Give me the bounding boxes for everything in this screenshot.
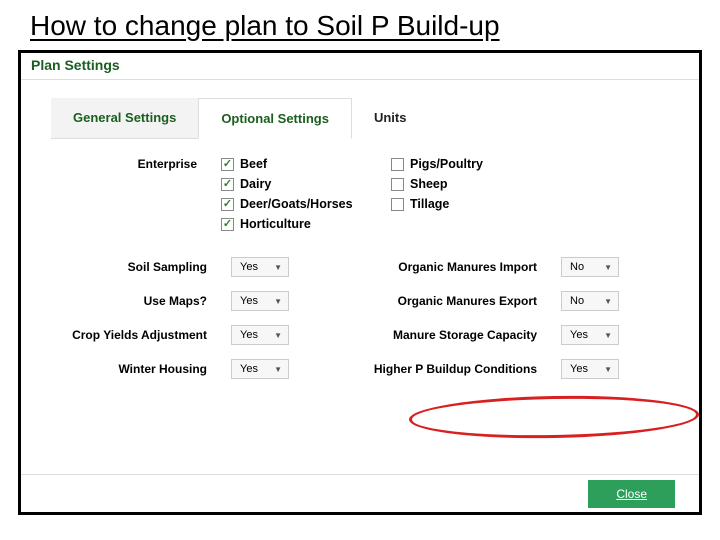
checkbox-label: Beef [240, 155, 267, 173]
slide-title: How to change plan to Soil P Build-up [0, 0, 720, 50]
setting-select[interactable]: Yes ▼ [231, 291, 289, 311]
setting-select[interactable]: No ▼ [561, 291, 619, 311]
select-value: Yes [570, 329, 588, 341]
enterprise-option[interactable]: ✓ Horticulture [221, 215, 391, 233]
enterprise-col-2: Pigs/Poultry Sheep Tillage [391, 155, 561, 213]
enterprise-option[interactable]: ✓ Dairy [221, 175, 391, 193]
chevron-down-icon: ▼ [274, 331, 282, 340]
checkbox-label: Dairy [240, 175, 271, 193]
tabs: General Settings Optional Settings Units [21, 80, 699, 139]
enterprise-option[interactable]: Tillage [391, 195, 561, 213]
chevron-down-icon: ▼ [604, 331, 612, 340]
setting-label: Manure Storage Capacity [321, 328, 551, 342]
setting-select[interactable]: Yes ▼ [231, 325, 289, 345]
close-button[interactable]: Close [588, 480, 675, 508]
settings-grid: Soil Sampling Yes ▼ Organic Manures Import N… [41, 247, 679, 379]
enterprise-section: Enterprise ✓ Beef ✓ Dairy ✓ Deer/Goats/Horses… [41, 155, 679, 247]
setting-select[interactable]: Yes ▼ [231, 257, 289, 277]
checkbox-icon[interactable]: ✓ [221, 218, 234, 231]
select-value: Yes [570, 363, 588, 375]
modal-title: Plan Settings [21, 53, 699, 80]
setting-select[interactable]: Yes ▼ [561, 325, 619, 345]
tab-units[interactable]: Units [352, 98, 429, 139]
enterprise-option[interactable]: ✓ Beef [221, 155, 391, 173]
setting-label: Winter Housing [41, 362, 221, 376]
select-value: Yes [240, 329, 258, 341]
tab-optional[interactable]: Optional Settings [198, 98, 352, 139]
enterprise-label: Enterprise [41, 155, 221, 171]
plan-settings-modal: Plan Settings General Settings Optional … [18, 50, 702, 515]
select-value: No [570, 295, 584, 307]
setting-label: Organic Manures Import [321, 260, 551, 274]
setting-label: Use Maps? [41, 294, 221, 308]
select-value: Yes [240, 261, 258, 273]
setting-select[interactable]: Yes ▼ [231, 359, 289, 379]
tab-general[interactable]: General Settings [51, 98, 198, 139]
enterprise-option[interactable]: Pigs/Poultry [391, 155, 561, 173]
chevron-down-icon: ▼ [274, 297, 282, 306]
setting-label: Organic Manures Export [321, 294, 551, 308]
select-value: No [570, 261, 584, 273]
select-value: Yes [240, 363, 258, 375]
tab-content: Enterprise ✓ Beef ✓ Dairy ✓ Deer/Goats/Horses… [21, 139, 699, 379]
setting-label: Higher P Buildup Conditions [321, 362, 551, 376]
modal-footer: Close [21, 474, 699, 512]
checkbox-icon[interactable] [391, 158, 404, 171]
chevron-down-icon: ▼ [274, 263, 282, 272]
enterprise-col-1: ✓ Beef ✓ Dairy ✓ Deer/Goats/Horses ✓ Horticultu… [221, 155, 391, 233]
checkbox-icon[interactable]: ✓ [221, 158, 234, 171]
checkbox-label: Tillage [410, 195, 449, 213]
chevron-down-icon: ▼ [604, 263, 612, 272]
checkbox-icon[interactable]: ✓ [221, 178, 234, 191]
checkbox-icon[interactable] [391, 198, 404, 211]
checkbox-icon[interactable] [391, 178, 404, 191]
chevron-down-icon: ▼ [604, 365, 612, 374]
checkbox-icon[interactable]: ✓ [221, 198, 234, 211]
setting-select[interactable]: No ▼ [561, 257, 619, 277]
checkbox-label: Horticulture [240, 215, 311, 233]
enterprise-option[interactable]: Sheep [391, 175, 561, 193]
checkbox-label: Sheep [410, 175, 448, 193]
checkbox-label: Deer/Goats/Horses [240, 195, 353, 213]
enterprise-option[interactable]: ✓ Deer/Goats/Horses [221, 195, 391, 213]
highlight-ellipse [409, 393, 700, 440]
chevron-down-icon: ▼ [604, 297, 612, 306]
setting-select[interactable]: Yes ▼ [561, 359, 619, 379]
setting-label: Crop Yields Adjustment [41, 328, 221, 342]
checkbox-label: Pigs/Poultry [410, 155, 483, 173]
setting-label: Soil Sampling [41, 260, 221, 274]
select-value: Yes [240, 295, 258, 307]
chevron-down-icon: ▼ [274, 365, 282, 374]
